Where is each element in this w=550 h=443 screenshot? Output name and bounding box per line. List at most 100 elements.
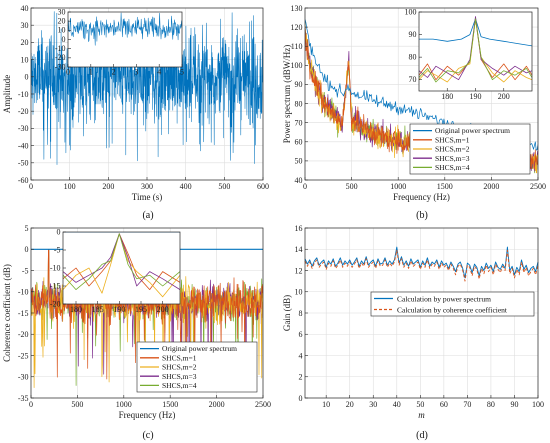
panel-b-inset-ytick-label: 70 <box>409 75 417 84</box>
panel-a-inset-xtick-label: 0 <box>66 68 70 77</box>
panel-a-inset-xtick-label: 4 <box>157 68 161 77</box>
panel-d-ytick-label: 8 <box>299 309 303 318</box>
panel-b-ytick-label: 90 <box>295 80 303 89</box>
panel-a-ytick-label: -10 <box>18 90 29 99</box>
panel-b-legend-label: SHCS,m=4 <box>435 163 470 172</box>
panel-d-xtick-label: 100 <box>532 400 544 409</box>
panel-c-inset-axes-frame: 180 185 190 195 200 -20 -15 -10 -5 0 <box>50 227 181 314</box>
panel-c-inset-ytick-label: -5 <box>54 245 61 254</box>
panel-c-legend: Original power spectrumSHCS,m=1SHCS,m=2S… <box>136 341 258 393</box>
panel-a-inset-xtick-label: 5 <box>180 68 184 77</box>
panel-a-inset-ytick-label: 20 <box>58 16 66 25</box>
panel-d-xtick-label: 90 <box>510 400 518 409</box>
panel-c-xtick-label: 1000 <box>116 400 132 409</box>
panel-d-ytick-label: 10 <box>295 288 303 297</box>
panel-c-inset-ytick-label: -15 <box>50 281 61 290</box>
panel-a-xlabel: Time (s) <box>132 192 162 202</box>
panel-a-inset-xtick-label: 2 <box>112 68 116 77</box>
panel-c-inset-xtick-label: 190 <box>113 305 125 314</box>
panel-a-ytick-label: 10 <box>21 55 29 64</box>
panel-a-signal <box>31 11 263 165</box>
panel-d-xtick-label: 20 <box>346 400 354 409</box>
panel-a-inset-axes <box>68 12 182 67</box>
panel-c-legend-label: SHCS,m=1 <box>162 353 197 362</box>
panel-a-ytick-label: -60 <box>18 176 29 185</box>
panel-c-ytick-label: -35 <box>18 394 29 403</box>
panel-a-inset-xtick-label: 3 <box>134 68 138 77</box>
panel-a-xtick-label: 400 <box>180 182 192 191</box>
panel-a-inset-ytick-label: 0 <box>62 35 66 44</box>
panel-a-inset-xtick-label: 1 <box>89 68 93 77</box>
panel-d-xtick-label: 60 <box>440 400 448 409</box>
panel-a-axes-frame: 0 100 200 300 400 500 600-60-50-40-30-20-10010… <box>18 4 269 191</box>
panel-d-series-coherence <box>304 249 539 282</box>
panel-b-inset-axes <box>419 12 532 91</box>
panel-a-ytick-label: 0 <box>25 73 29 82</box>
panel-a-xtick-label: 600 <box>257 182 269 191</box>
panel-b-inset-ytick-label: 100 <box>405 7 417 16</box>
panel-b-ytick-label: 120 <box>291 23 303 32</box>
panel-c-xlabel: Frequency (Hz) <box>119 410 176 420</box>
panel-d-ytick-label: 14 <box>295 245 303 254</box>
panel-c-ytick-label: -30 <box>18 373 29 382</box>
panel-c-ytick-label: -25 <box>18 351 29 360</box>
panel-a-ytick-label: -50 <box>18 159 29 168</box>
panel-d-xtick-label: 40 <box>393 400 401 409</box>
panel-c-inset-ytick-label: -10 <box>50 263 61 272</box>
panel-d-legend-label: Calculation by coherence coefficient <box>397 305 508 314</box>
panel-a-ytick-label: 30 <box>21 21 29 30</box>
panel-d-legend: Calculation by power spectrum Calculation… <box>370 291 535 317</box>
panel-d-ytick-label: 4 <box>299 351 303 360</box>
panel-d-axes-frame: 10 20 30 40 50 60 70 80 90 100 0 2 4 6 8 10 12 14 16 <box>295 224 545 409</box>
panel-b-inset-ytick-label: 90 <box>409 30 417 39</box>
panel-d-series-power <box>304 246 539 279</box>
panel-a-ytick-label: 40 <box>21 4 29 13</box>
panel-b-ytick-label: 50 <box>295 157 303 166</box>
panel-b-ytick-label: 80 <box>295 99 303 108</box>
panel-d-xtick-label: 50 <box>416 400 424 409</box>
panel-a-inset-plot-bg <box>68 12 182 67</box>
panel-c-inset-ytick-label: -20 <box>50 299 61 308</box>
panel-d-ytick-label: 0 <box>299 394 303 403</box>
panel-a-inset-ytick-label: -30 <box>55 62 66 71</box>
panel-c-ytick-label: -10 <box>18 288 29 297</box>
panel-b-xtick-label: 1000 <box>390 182 406 191</box>
panel-c-ytick-label: -5 <box>22 266 29 275</box>
panel-b-xtick-label: 2500 <box>530 182 546 191</box>
panel-b-inset-series-m4 <box>419 18 532 83</box>
panel-c-inset-ytick-label: 0 <box>57 227 61 236</box>
panel-b-inset-series-m3 <box>419 16 532 81</box>
panel-d-xtick-label: 70 <box>463 400 471 409</box>
panel-c-inset-xtick-label: 195 <box>135 305 147 314</box>
panel-c-ytick-label: 5 <box>25 224 29 233</box>
panel-b-inset-xtick-label: 200 <box>498 92 510 101</box>
panel-c-xtick-label: 2500 <box>255 400 271 409</box>
panel-a-xtick-label: 100 <box>64 182 76 191</box>
panel-b-xtick-label: 500 <box>346 182 358 191</box>
panel-b-ytick-label: 40 <box>295 176 303 185</box>
panel-a-xtick-label: 300 <box>141 182 153 191</box>
panel-c-ytick-label: 0 <box>25 245 29 254</box>
panel-c-xtick-label: 0 <box>29 400 33 409</box>
panel-c-inset-series-m4 <box>63 233 180 291</box>
panel-a-inset-ytick-label: -10 <box>55 44 66 53</box>
panel-d-ytick-label: 12 <box>295 266 303 275</box>
panel-d-ytick-label: 16 <box>295 224 303 233</box>
panel-b-inset-xtick-label: 190 <box>470 92 482 101</box>
panel-c-inset-xtick-label: 185 <box>92 305 104 314</box>
panel-a-inset-ytick-label: 30 <box>58 7 66 16</box>
panel-c-inset-plot-bg <box>63 232 180 304</box>
panel-c-inset-xtick-label: 180 <box>70 305 82 314</box>
panel-a-ytick-label: 20 <box>21 38 29 47</box>
panel-c-inset-axes <box>63 232 180 304</box>
panel-b-inset-ytick-label: 80 <box>409 53 417 62</box>
panel-d-xtick-label: 80 <box>487 400 495 409</box>
panel-a-xtick-label: 500 <box>218 182 230 191</box>
panel-c-ytick-label: -15 <box>18 309 29 318</box>
panel-b-inset-xtick-label: 180 <box>441 92 453 101</box>
panel-d-ytick-label: 6 <box>299 330 303 339</box>
panel-b-xtick-label: 0 <box>303 182 307 191</box>
panel-c-xtick-label: 1500 <box>162 400 178 409</box>
